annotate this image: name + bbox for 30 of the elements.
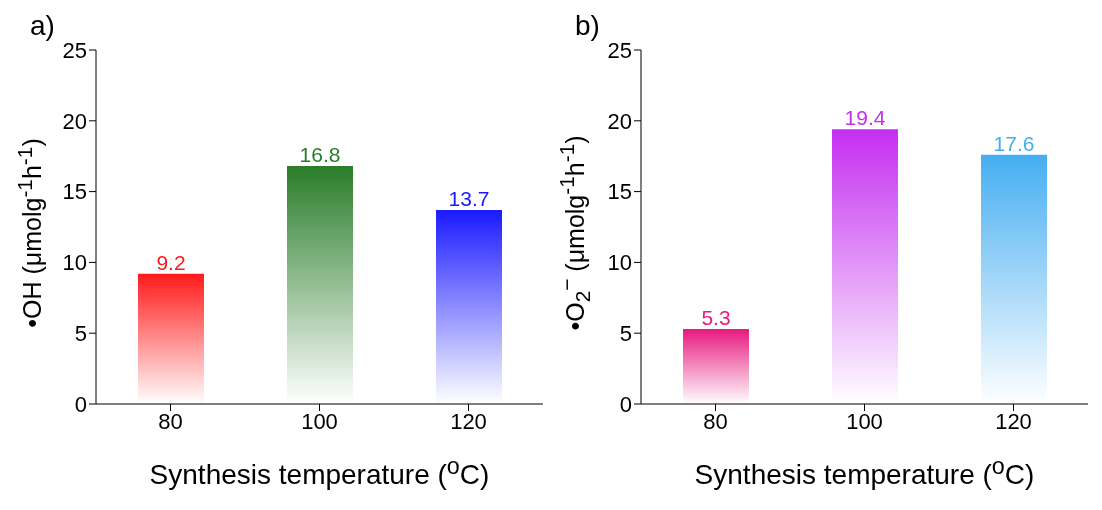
y-tick-label: 10 xyxy=(62,250,87,276)
bar xyxy=(683,328,749,404)
chart-title: a) xyxy=(30,10,55,42)
x-tick-label: 100 xyxy=(846,408,883,434)
y-tick-label: 10 xyxy=(607,250,632,276)
data-label: 9.2 xyxy=(156,250,186,274)
data-label: 13.7 xyxy=(448,187,490,211)
x-axis-title: Synthesis temperature ($^{o}$C) xyxy=(693,453,1036,492)
y-tick-label: 20 xyxy=(607,108,632,134)
y-tick-label: 15 xyxy=(62,179,87,205)
y-tick-label: 25 xyxy=(607,37,632,63)
x-tick-label: 120 xyxy=(450,408,487,434)
x-axis-title: Synthesis temperature ($^{o}$C) xyxy=(148,453,491,492)
data-label: 19.4 xyxy=(844,106,886,130)
data-label: 16.8 xyxy=(299,143,341,167)
y-tick-label: 15 xyxy=(607,179,632,205)
x-tick-label: 100 xyxy=(301,408,338,434)
y-tick-label: 25 xyxy=(62,37,87,63)
x-tick-label: 120 xyxy=(995,408,1032,434)
y-tick-label: 0 xyxy=(619,391,632,417)
y-tick-label: 20 xyxy=(62,108,87,134)
y-tick-label: 5 xyxy=(74,321,87,347)
data-label: 5.3 xyxy=(701,305,731,329)
chart-title: b) xyxy=(575,10,600,42)
y-tick-label: 5 xyxy=(619,321,632,347)
bar xyxy=(138,273,204,404)
x-tick-label: 80 xyxy=(158,408,183,434)
x-tick-label: 80 xyxy=(703,408,728,434)
y-tick-label: 0 xyxy=(74,391,87,417)
data-label: 17.6 xyxy=(993,131,1035,155)
